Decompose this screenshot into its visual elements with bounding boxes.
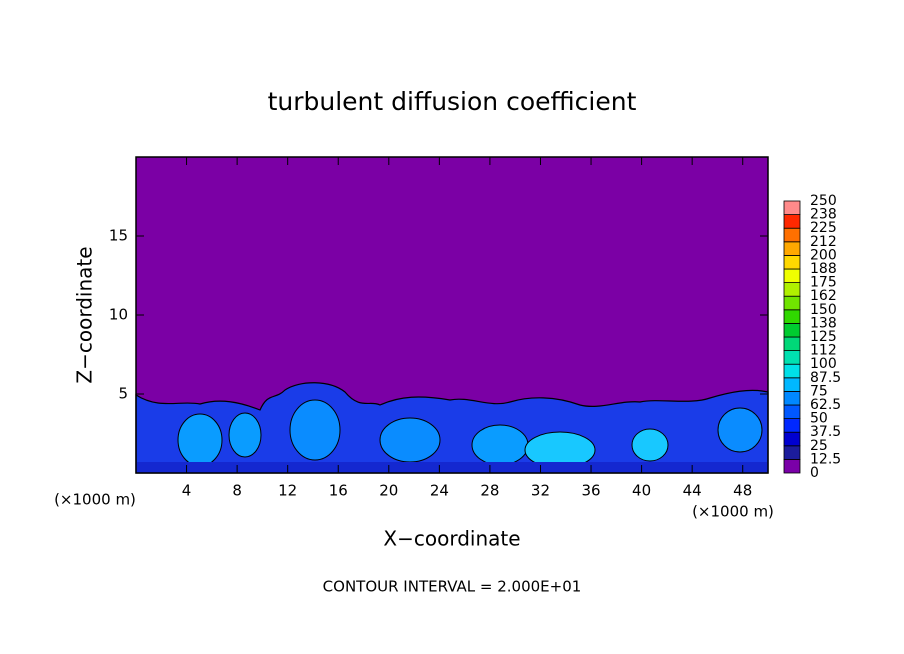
x-tick-label: 16 [329, 482, 348, 500]
x-tick-label: 48 [733, 482, 752, 500]
colorbar-label: 25 [810, 438, 828, 454]
x-tick-label: 36 [581, 482, 600, 500]
colorbar-label: 37.5 [810, 424, 841, 440]
x-tick-label: 8 [232, 482, 242, 500]
colorbar-segment [783, 377, 801, 392]
colorbar-segment [783, 241, 801, 256]
colorbar-label: 200 [810, 247, 837, 263]
colorbar-segment [783, 350, 801, 365]
x-tick-label: 12 [278, 482, 297, 500]
chart-title: turbulent diffusion coefficient [268, 87, 637, 116]
colorbar-label: 250 [810, 193, 837, 209]
colorbar-label: 75 [810, 383, 828, 399]
colorbar-segment [783, 445, 801, 460]
colorbar-label: 162 [810, 288, 837, 304]
x-tick-label: 44 [683, 482, 702, 500]
colorbar-segment [783, 214, 801, 229]
footer: CONTOUR INTERVAL = 2.000E+01 [323, 578, 582, 596]
colorbar-label: 62.5 [810, 397, 841, 413]
x-tick-label: 20 [379, 482, 398, 500]
colorbar-segment [783, 431, 801, 447]
colorbar-label: 188 [810, 261, 837, 277]
colorbar-segment [783, 336, 801, 352]
colorbar-segment [783, 295, 801, 311]
colorbar-label: 50 [810, 411, 828, 427]
colorbar-label: 87.5 [810, 370, 841, 386]
x-unit: (×1000 m) [692, 503, 774, 521]
x-tick-label: 4 [182, 482, 192, 500]
colorbar-label: 12.5 [810, 451, 841, 467]
field-region [717, 407, 763, 453]
colorbar-label: 125 [810, 329, 837, 345]
colorbar-segment [783, 200, 801, 216]
colorbar-label: 225 [810, 220, 837, 236]
colorbar-segment [783, 418, 801, 433]
colorbar-segment [783, 404, 801, 420]
colorbar-label: 112 [810, 343, 837, 359]
y-axis-label: Z−coordinate [73, 246, 97, 383]
colorbar-label: 100 [810, 356, 837, 372]
colorbar-label: 238 [810, 207, 837, 223]
x-tick-label: 32 [531, 482, 550, 500]
field-region [177, 413, 223, 467]
colorbar-label: 0 [810, 465, 819, 481]
colorbar-segment [783, 309, 801, 324]
field-region [136, 462, 768, 473]
colorbar-label: 175 [810, 275, 837, 291]
y-unit: (×1000 m) [54, 491, 136, 509]
colorbar-label: 138 [810, 315, 837, 331]
y-tick-label: 15 [109, 227, 128, 245]
colorbar-segment [783, 282, 801, 297]
colorbar-label: 212 [810, 234, 837, 250]
y-tick-label: 10 [109, 306, 128, 324]
field-region [379, 417, 441, 463]
colorbar-segment [783, 254, 801, 270]
colorbar-segment [783, 322, 801, 338]
x-tick-label: 28 [480, 482, 499, 500]
field-region [631, 428, 669, 462]
field-region [135, 382, 769, 474]
x-axis-label: X−coordinate [383, 527, 520, 551]
field-region [289, 399, 341, 461]
field-region [471, 424, 529, 466]
colorbar-label: 150 [810, 302, 837, 318]
colorbar-segment [783, 227, 801, 243]
y-tick-label: 5 [118, 385, 128, 403]
field-region [228, 412, 262, 458]
colorbar-segment [783, 268, 801, 284]
x-tick-label: 24 [430, 482, 449, 500]
colorbar-segment [783, 390, 801, 406]
x-tick-label: 40 [632, 482, 651, 500]
colorbar-segment [783, 363, 801, 379]
colorbar-segment [783, 458, 801, 474]
field [135, 156, 769, 474]
